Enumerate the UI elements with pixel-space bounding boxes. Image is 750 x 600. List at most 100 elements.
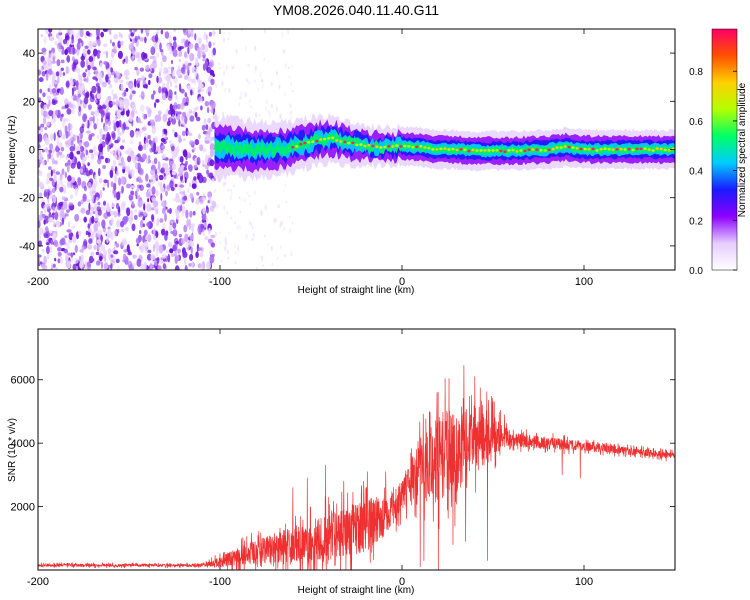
noise-blob [83,96,89,105]
spectrogram-x-tick-label: -100 [209,276,231,288]
ridge-peak [547,148,551,152]
noise-blob [40,123,45,128]
noise-blob [64,235,68,239]
noise-blob [52,220,56,228]
noise-blob [134,66,138,71]
noise-blob [187,29,192,35]
noise-blob [58,42,62,48]
noise-blob [51,60,56,64]
noise-blob [155,33,159,43]
noise-blob [57,48,63,52]
ridge-peak [439,147,443,151]
noise-blob [123,89,127,97]
noise-blob [50,133,54,141]
noise-speck [252,232,255,237]
noise-blob [60,67,64,72]
noise-speck [250,222,253,227]
noise-speck [258,113,261,117]
noise-blob [192,147,196,151]
noise-blob [126,120,129,127]
noise-blob [64,49,68,56]
noise-blob [190,89,193,96]
noise-blob [55,171,60,175]
noise-blob [43,255,47,265]
noise-speck [251,237,254,242]
noise-blob [49,36,54,41]
noise-blob [103,262,109,270]
noise-blob [132,29,136,35]
noise-blob [153,200,159,207]
noise-blob [88,133,92,141]
noise-blob [155,189,159,197]
noise-blob [76,161,81,170]
noise-blob [135,130,139,138]
noise-blob [130,36,133,40]
noise-blob [210,234,216,239]
noise-blob [121,239,126,247]
noise-blob [191,30,194,38]
noise-blob [44,126,48,131]
noise-blob [161,129,164,137]
noise-blob [179,184,185,188]
noise-speck [237,245,240,252]
noise-blob [131,262,137,267]
noise-blob [209,148,214,158]
noise-blob [42,60,47,65]
noise-blob [210,107,215,114]
noise-blob [160,29,164,35]
noise-speck [224,245,227,252]
noise-blob [102,187,105,191]
noise-speck [268,112,271,118]
noise-blob [158,181,163,187]
noise-blob [153,157,158,164]
noise-blob [178,58,182,63]
noise-speck [239,210,242,213]
noise-blob [200,262,203,270]
noise-speck [226,210,229,215]
noise-blob [104,118,109,125]
noise-blob [109,29,112,36]
noise-blob [46,172,51,179]
noise-blob [54,257,57,262]
ridge-peak [491,149,495,152]
noise-blob [146,202,150,210]
noise-blob [71,107,75,115]
noise-blob [74,156,78,166]
noise-speck [248,80,251,86]
noise-blob [76,42,81,50]
noise-blob [109,169,114,179]
noise-blob [186,218,190,227]
noise-blob [112,189,116,195]
noise-blob [118,31,122,38]
noise-blob [168,140,172,144]
noise-blob [125,126,130,130]
noise-blob [193,76,197,86]
noise-blob [164,134,167,140]
noise-blob [100,155,104,160]
noise-speck [284,63,287,68]
noise-blob [170,253,175,257]
noise-blob [180,102,184,110]
noise-blob [60,237,66,245]
ridge-peak [535,148,539,151]
noise-blob [204,140,210,144]
noise-blob [77,137,80,144]
noise-blob [202,192,206,198]
noise-blob [163,75,169,80]
noise-speck [238,196,241,199]
noise-speck [285,200,288,203]
ridge-peak [383,145,387,149]
noise-blob [123,121,126,130]
noise-blob [102,29,108,32]
ridge-peak [403,144,407,148]
noise-blob [130,185,136,189]
noise-blob [153,142,157,151]
spectrogram-x-tick-label: 100 [575,276,593,288]
noise-blob [79,132,83,140]
noise-blob [41,107,44,115]
noise-blob [193,176,197,181]
noise-blob [94,68,99,78]
noise-blob [174,265,180,270]
noise-blob [96,206,102,212]
ridge-peak [575,147,579,150]
